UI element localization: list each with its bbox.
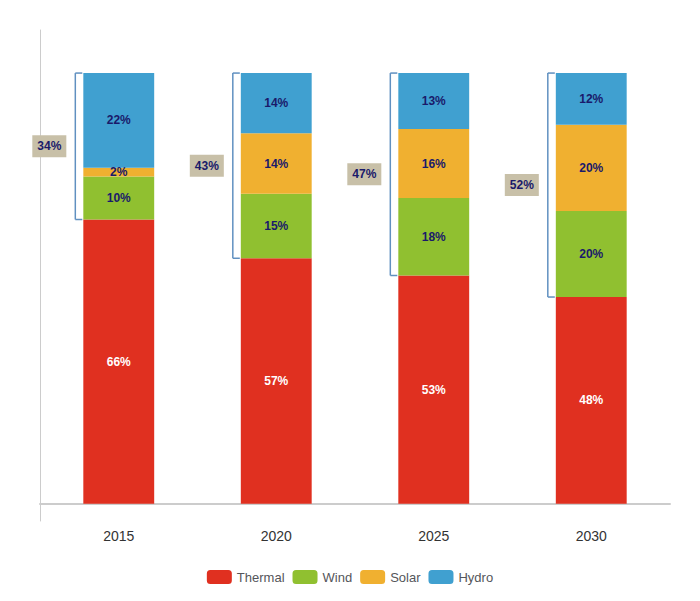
svg-text:2030: 2030 (576, 528, 607, 544)
svg-text:Hydro: Hydro (458, 570, 493, 585)
svg-text:12%: 12% (579, 92, 603, 106)
svg-text:34%: 34% (37, 139, 61, 153)
svg-text:57%: 57% (264, 374, 288, 388)
svg-text:Wind: Wind (323, 570, 353, 585)
svg-text:Thermal: Thermal (237, 570, 285, 585)
svg-text:2020: 2020 (261, 528, 292, 544)
svg-text:2025: 2025 (418, 528, 449, 544)
svg-text:66%: 66% (107, 355, 131, 369)
svg-text:2015: 2015 (103, 528, 134, 544)
svg-text:Solar: Solar (390, 570, 421, 585)
svg-text:16%: 16% (422, 157, 446, 171)
svg-text:14%: 14% (264, 157, 288, 171)
svg-text:47%: 47% (352, 167, 376, 181)
svg-text:53%: 53% (422, 383, 446, 397)
svg-text:14%: 14% (264, 96, 288, 110)
svg-text:2%: 2% (110, 165, 128, 179)
svg-text:15%: 15% (264, 219, 288, 233)
svg-text:43%: 43% (195, 159, 219, 173)
svg-text:13%: 13% (422, 94, 446, 108)
svg-text:52%: 52% (510, 178, 534, 192)
svg-text:22%: 22% (107, 113, 131, 127)
svg-text:18%: 18% (422, 230, 446, 244)
svg-text:48%: 48% (579, 393, 603, 407)
svg-text:10%: 10% (107, 191, 131, 205)
svg-text:20%: 20% (579, 161, 603, 175)
svg-text:20%: 20% (579, 247, 603, 261)
